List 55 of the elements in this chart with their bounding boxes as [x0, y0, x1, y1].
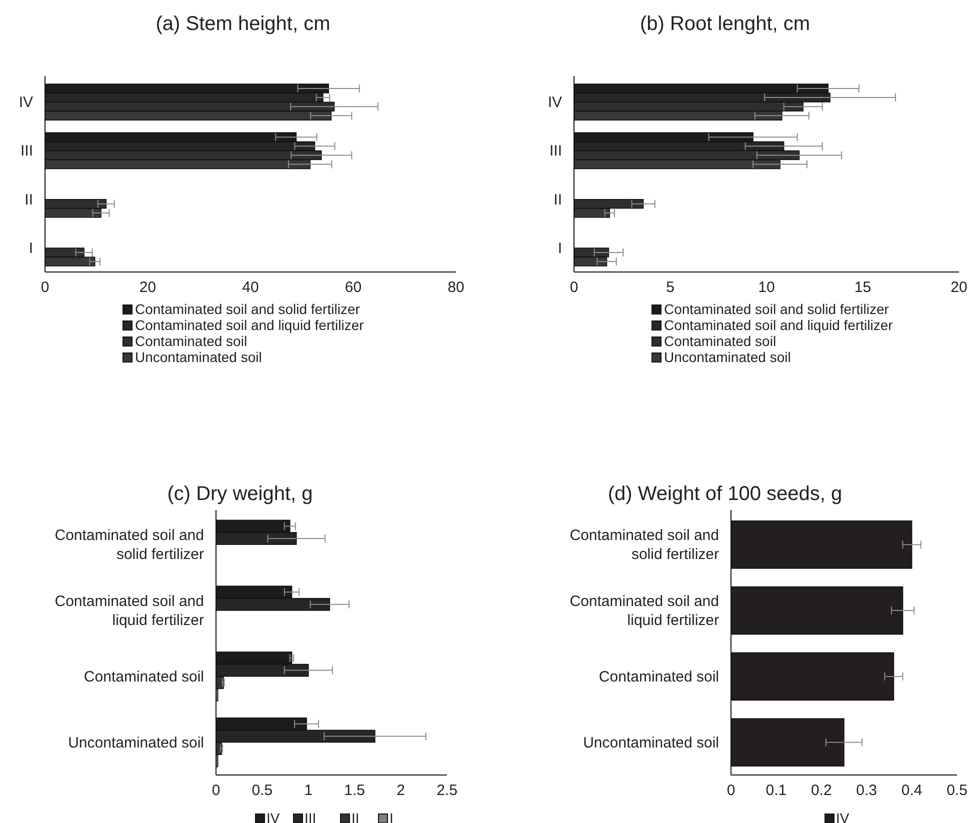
y-tick-label: IV	[548, 94, 562, 112]
chart-title: (a) Stem height, cm	[156, 13, 330, 35]
x-tick-label: 0	[212, 782, 220, 799]
x-tick-label: 0.5	[252, 782, 273, 799]
legend-label: IV	[836, 810, 850, 823]
y-tick-label: Contaminated soil and solid fertilizer	[570, 527, 719, 564]
x-tick-label: 2	[396, 782, 405, 799]
x-tick-label: 10	[758, 279, 775, 296]
x-tick-label: 0.1	[766, 782, 787, 799]
x-tick-label: 0	[570, 279, 578, 296]
x-tick-label: 0	[726, 782, 736, 799]
y-tick-label: III	[549, 142, 562, 160]
legend-label: Contaminated soil and solid fertilizer	[135, 301, 360, 317]
legend-label: Contaminated soil	[135, 333, 248, 349]
x-tick-label: 15	[854, 279, 872, 296]
y-tick-label: II	[554, 191, 562, 208]
chart-title: (b) Root lenght, cm	[640, 13, 810, 35]
y-tick-label: Contaminated soil and liquid fertilizer	[54, 593, 204, 630]
x-tick-label: 20	[139, 279, 156, 296]
y-tick-label: II	[24, 191, 33, 208]
x-tick-label: 0	[40, 279, 50, 296]
x-tick-label: 0.4	[901, 782, 922, 799]
legend-label: IV	[266, 810, 280, 823]
x-tick-label: 60	[344, 279, 362, 296]
legend-label: Contaminated soil and liquid fertilizer	[664, 317, 894, 333]
y-tick-label: Contaminated soil and liquid fertilizer	[570, 593, 719, 630]
x-tick-label: 2.5	[436, 782, 458, 799]
x-tick-label: 0.3	[856, 782, 878, 799]
legend-label: Contaminated soil and solid fertilizer	[664, 301, 890, 317]
x-tick-label: 20	[950, 279, 968, 296]
legend-label: Contaminated soil	[664, 333, 776, 349]
y-tick-label: I	[28, 240, 33, 257]
legend-label: II	[352, 810, 360, 823]
x-tick-label: 40	[242, 279, 259, 296]
chart-title: (d) Weight of 100 seeds, g	[608, 483, 842, 505]
y-tick-label: Contaminated soil	[598, 668, 719, 686]
legend-label: Uncontaminated soil	[664, 349, 791, 365]
chart-title: (c) Dry weight, g	[167, 483, 313, 505]
x-tick-label: 0.5	[946, 782, 968, 799]
y-tick-label: Contaminated soil and solid fertilizer	[54, 527, 204, 564]
y-tick-label: IV	[18, 94, 33, 112]
x-tick-label: 0.2	[810, 782, 832, 799]
x-tick-label: 80	[448, 279, 464, 296]
x-tick-label: 1	[304, 782, 313, 799]
legend-label: I	[390, 810, 394, 823]
legend-label: III	[304, 810, 316, 823]
legend-label: Contaminated soil and liquid fertilizer	[135, 317, 364, 333]
x-tick-label: 5	[666, 279, 674, 296]
y-tick-label: Uncontaminated soil	[583, 734, 719, 752]
y-tick-label: I	[558, 240, 562, 257]
y-tick-label: Contaminated soil	[84, 668, 204, 686]
y-tick-label: Uncontaminated soil	[68, 734, 204, 752]
y-tick-label: III	[20, 142, 33, 160]
legend-label: Uncontaminated soil	[135, 349, 262, 365]
x-tick-label: 1.5	[344, 782, 366, 799]
